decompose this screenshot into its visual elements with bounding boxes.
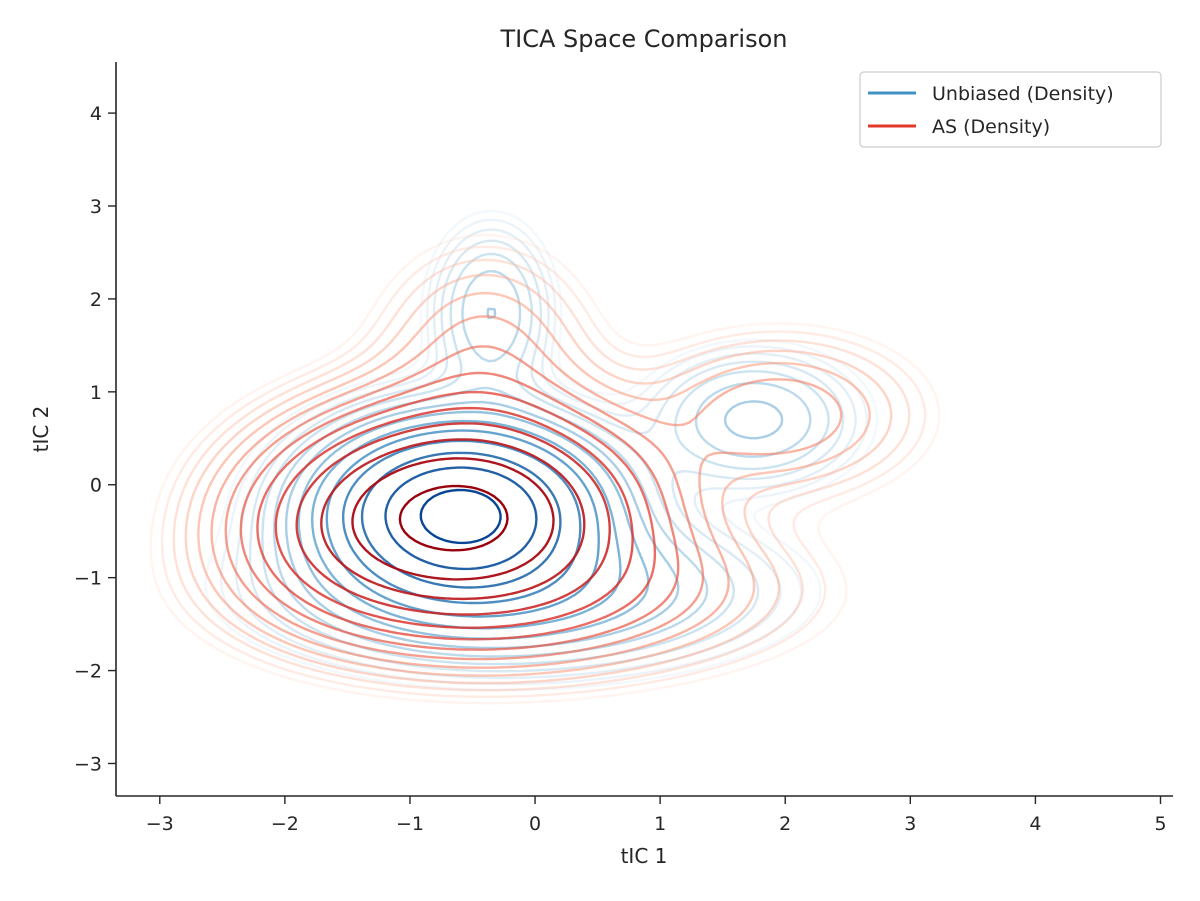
contour-line	[398, 484, 509, 552]
x-tick-label: 4	[1029, 813, 1041, 835]
x-tick-label: 3	[904, 813, 916, 835]
x-tick-label: 1	[654, 813, 666, 835]
contour-line	[351, 457, 555, 581]
contour-series-1	[149, 233, 941, 705]
contour-line	[419, 488, 502, 545]
contour-line	[320, 438, 586, 601]
x-tick-label: 5	[1154, 813, 1166, 835]
contour-line	[239, 371, 680, 651]
x-tick-label: −2	[271, 813, 299, 835]
contour-line	[149, 233, 941, 705]
contour-line	[273, 270, 812, 658]
y-tick-label: 4	[90, 103, 102, 125]
x-tick-label: −3	[146, 813, 174, 835]
contour-line	[172, 258, 911, 692]
y-tick-label: 3	[90, 196, 102, 218]
contour-line	[274, 406, 634, 629]
contour-line	[224, 345, 705, 661]
contour-line	[204, 209, 879, 692]
y-axis-title: tIC 2	[29, 406, 53, 453]
y-tick-label: 2	[90, 289, 102, 311]
y-tick-label: −2	[74, 661, 102, 683]
y-tick-label: 0	[90, 475, 102, 497]
legend-label-unbiased: Unbiased (Density)	[932, 83, 1114, 105]
contour-line	[210, 315, 843, 669]
x-axis-ticks: −3 −2 −1 0 1 2 3 4 5	[146, 796, 1167, 835]
y-tick-label: −3	[74, 753, 102, 775]
x-axis-title: tIC 1	[621, 844, 668, 868]
legend-frame	[859, 71, 1162, 148]
x-tick-label: −1	[396, 813, 424, 835]
y-tick-label: −1	[74, 568, 102, 590]
y-tick-label: 1	[90, 382, 102, 404]
chart-title: TICA Space Comparison	[499, 25, 787, 53]
contour-line	[295, 422, 611, 616]
contour-line	[384, 466, 538, 571]
contour-line	[160, 245, 927, 698]
legend-label-as: AS (Density)	[932, 116, 1050, 138]
contour-line	[342, 439, 582, 605]
plot-area	[149, 209, 941, 705]
contour-line	[197, 291, 871, 677]
x-tick-label: 0	[529, 813, 541, 835]
contour-line	[256, 390, 657, 641]
legend: Unbiased (Density) AS (Density)	[859, 71, 1162, 148]
x-tick-label: 2	[779, 813, 791, 835]
y-axis-ticks: −3 −2 −1 0 1 2 3 4	[74, 103, 116, 775]
contour-line	[184, 273, 893, 685]
